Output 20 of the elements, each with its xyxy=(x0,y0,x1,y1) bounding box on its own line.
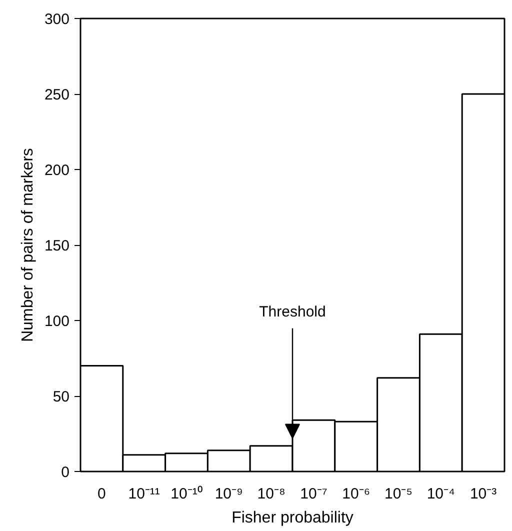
y-tick-label: 50 xyxy=(52,388,70,406)
x-tick-label: 10⁻⁹ xyxy=(214,486,243,502)
y-tick-label: 250 xyxy=(44,86,70,104)
x-tick-label: 10⁻⁵ xyxy=(384,486,412,502)
y-tick-label: 200 xyxy=(44,162,70,179)
y-tick-label: 0 xyxy=(61,464,70,481)
x-tick-label: 10⁻⁶ xyxy=(342,486,370,502)
y-axis-title: Number of pairs of markers xyxy=(19,148,36,342)
y-tick-label: 150 xyxy=(44,238,70,254)
y-tick-label: 100 xyxy=(44,313,70,330)
x-tick-label: 10⁻¹⁰ xyxy=(170,486,202,502)
y-tick-label: 300 xyxy=(44,11,70,28)
annotation: Threshold xyxy=(259,303,326,320)
x-tick-label: 10⁻⁸ xyxy=(257,486,286,502)
x-axis-title: Fisher probability xyxy=(232,510,354,526)
x-tick-label: 0 xyxy=(98,486,106,502)
x-tick-label: 10⁻¹¹ xyxy=(128,486,160,502)
x-tick-label: 10⁻⁴ xyxy=(426,486,455,502)
x-tick-label: 10⁻⁷ xyxy=(300,486,328,502)
x-tick-label: 10⁻³ xyxy=(470,486,497,502)
